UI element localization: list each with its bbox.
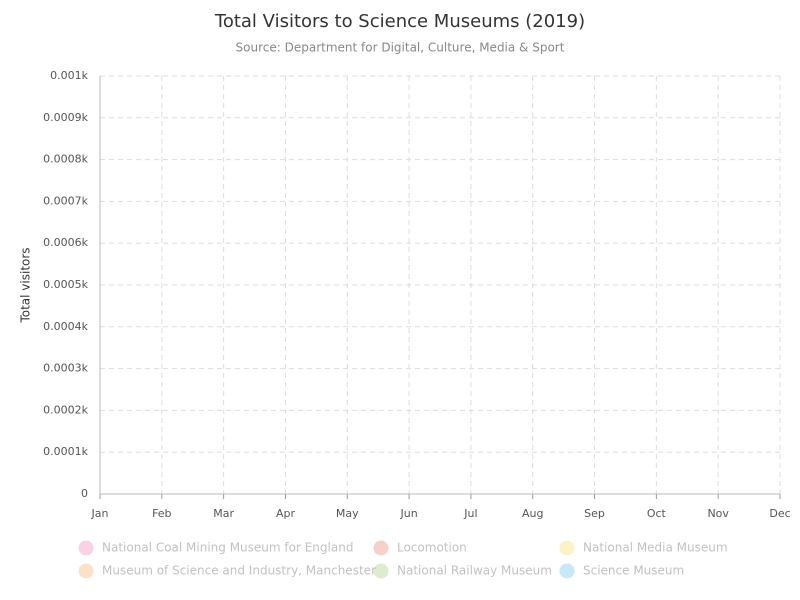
x-tick-label: Mar xyxy=(213,507,234,520)
legend-swatch xyxy=(373,563,389,579)
y-tick-label: 0.0001k xyxy=(43,445,88,458)
y-tick-label: 0.0002k xyxy=(43,403,88,416)
x-tick-label: Oct xyxy=(647,507,667,520)
y-tick-label: 0.0008k xyxy=(43,153,88,166)
legend-label: Locomotion xyxy=(397,541,467,555)
chart-title: Total Visitors to Science Museums (2019) xyxy=(214,11,585,32)
legend-item[interactable]: Science Museum xyxy=(559,563,684,579)
y-tick-label: 0.0003k xyxy=(43,362,88,375)
y-tick-label: 0.0006k xyxy=(43,236,88,249)
y-tick-label: 0.001k xyxy=(50,69,88,82)
x-tick-label: Jul xyxy=(463,507,477,520)
x-tick-label: Dec xyxy=(769,507,790,520)
legend-label: Museum of Science and Industry, Manchest… xyxy=(102,564,376,578)
legend-item[interactable]: Locomotion xyxy=(373,540,467,556)
legend-label: National Coal Mining Museum for England xyxy=(102,541,353,555)
chart-subtitle: Source: Department for Digital, Culture,… xyxy=(236,41,565,55)
legend-label: Science Museum xyxy=(583,564,684,578)
legend-label: National Media Museum xyxy=(583,541,728,555)
legend-swatch xyxy=(559,563,575,579)
legend-item[interactable]: National Media Museum xyxy=(559,540,728,556)
x-tick-label: Nov xyxy=(707,507,729,520)
x-tick-label: Sep xyxy=(584,507,605,520)
legend-swatch xyxy=(373,540,389,556)
x-tick-label: Apr xyxy=(276,507,296,520)
legend-item[interactable]: Museum of Science and Industry, Manchest… xyxy=(78,563,376,579)
legend-swatch xyxy=(78,540,94,556)
y-axis-title: Total visitors xyxy=(19,247,33,323)
y-tick-label: 0.0009k xyxy=(43,111,88,124)
x-tick-label: Jan xyxy=(91,507,109,520)
y-tick-label: 0.0005k xyxy=(43,278,88,291)
x-tick-label: Jun xyxy=(399,507,417,520)
x-tick-label: May xyxy=(336,507,359,520)
legend-swatch xyxy=(78,563,94,579)
y-tick-label: 0.0004k xyxy=(43,320,88,333)
y-tick-label: 0 xyxy=(81,487,88,500)
legend-swatch xyxy=(559,540,575,556)
y-tick-label: 0.0007k xyxy=(43,194,88,207)
legend-label: National Railway Museum xyxy=(397,564,552,578)
legend-item[interactable]: National Coal Mining Museum for England xyxy=(78,540,353,556)
x-tick-label: Feb xyxy=(152,507,171,520)
x-tick-label: Aug xyxy=(522,507,543,520)
legend-item[interactable]: National Railway Museum xyxy=(373,563,552,579)
